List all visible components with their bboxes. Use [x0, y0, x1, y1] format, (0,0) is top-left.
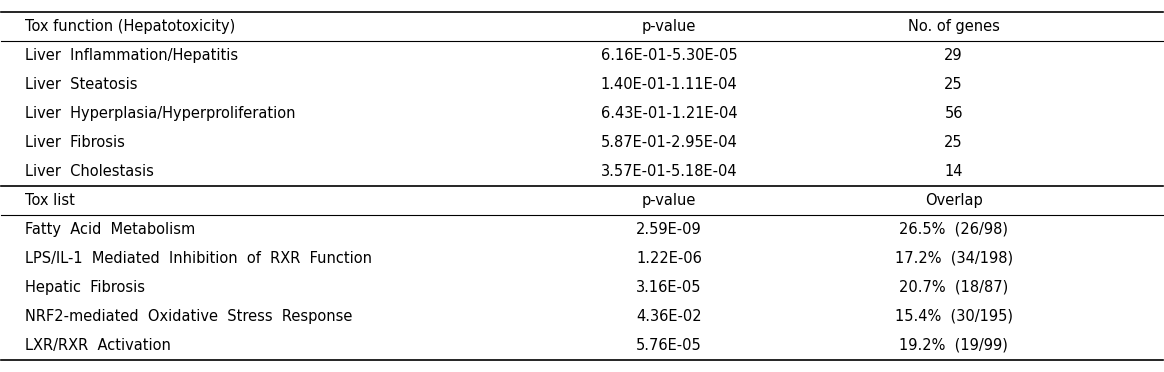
Text: Overlap: Overlap [924, 193, 982, 208]
Text: 26.5%  (26/98): 26.5% (26/98) [899, 222, 1008, 237]
Text: 4.36E-02: 4.36E-02 [637, 309, 702, 324]
Text: 1.22E-06: 1.22E-06 [637, 251, 702, 266]
Text: Liver  Fibrosis: Liver Fibrosis [24, 135, 125, 150]
Text: p-value: p-value [641, 19, 696, 35]
Text: LPS/IL-1  Mediated  Inhibition  of  RXR  Function: LPS/IL-1 Mediated Inhibition of RXR Func… [24, 251, 371, 266]
Text: Fatty  Acid  Metabolism: Fatty Acid Metabolism [24, 222, 194, 237]
Text: p-value: p-value [641, 193, 696, 208]
Text: 56: 56 [944, 106, 963, 121]
Text: 3.16E-05: 3.16E-05 [637, 280, 702, 295]
Text: 6.16E-01-5.30E-05: 6.16E-01-5.30E-05 [601, 48, 738, 63]
Text: Tox function (Hepatotoxicity): Tox function (Hepatotoxicity) [24, 19, 235, 35]
Text: 5.76E-05: 5.76E-05 [637, 337, 702, 353]
Text: 14: 14 [944, 164, 963, 179]
Text: Liver  Cholestasis: Liver Cholestasis [24, 164, 154, 179]
Text: 19.2%  (19/99): 19.2% (19/99) [899, 337, 1008, 353]
Text: 15.4%  (30/195): 15.4% (30/195) [895, 309, 1013, 324]
Text: 5.87E-01-2.95E-04: 5.87E-01-2.95E-04 [601, 135, 738, 150]
Text: 3.57E-01-5.18E-04: 3.57E-01-5.18E-04 [601, 164, 738, 179]
Text: 25: 25 [944, 135, 963, 150]
Text: 20.7%  (18/87): 20.7% (18/87) [899, 280, 1008, 295]
Text: LXR/RXR  Activation: LXR/RXR Activation [24, 337, 170, 353]
Text: Tox list: Tox list [24, 193, 74, 208]
Text: 17.2%  (34/198): 17.2% (34/198) [894, 251, 1013, 266]
Text: 6.43E-01-1.21E-04: 6.43E-01-1.21E-04 [601, 106, 738, 121]
Text: 25: 25 [944, 77, 963, 92]
Text: Liver  Hyperplasia/Hyperproliferation: Liver Hyperplasia/Hyperproliferation [24, 106, 296, 121]
Text: Hepatic  Fibrosis: Hepatic Fibrosis [24, 280, 144, 295]
Text: No. of genes: No. of genes [908, 19, 1000, 35]
Text: 2.59E-09: 2.59E-09 [637, 222, 702, 237]
Text: NRF2-mediated  Oxidative  Stress  Response: NRF2-mediated Oxidative Stress Response [24, 309, 352, 324]
Text: Liver  Inflammation/Hepatitis: Liver Inflammation/Hepatitis [24, 48, 237, 63]
Text: 29: 29 [944, 48, 963, 63]
Text: Liver  Steatosis: Liver Steatosis [24, 77, 137, 92]
Text: 1.40E-01-1.11E-04: 1.40E-01-1.11E-04 [601, 77, 738, 92]
